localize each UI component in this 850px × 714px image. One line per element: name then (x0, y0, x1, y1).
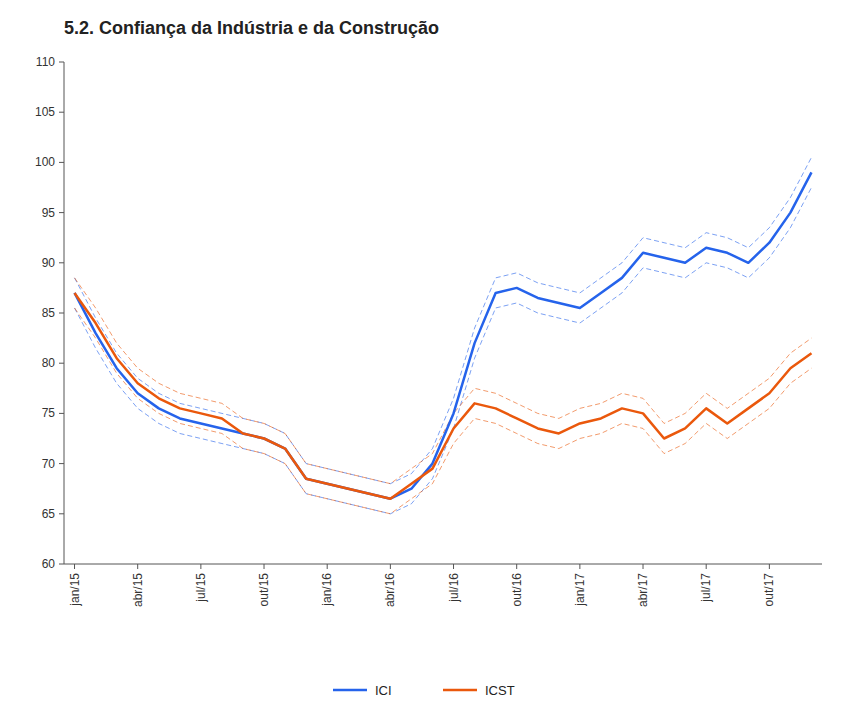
x-tick (200, 564, 201, 569)
y-tick-label: 80 (42, 356, 56, 370)
x-tick (453, 564, 454, 569)
x-tick-label: out/16 (510, 573, 524, 607)
x-tick-label: abr/17 (636, 573, 650, 607)
y-tick (59, 363, 64, 364)
y-tick-label: 60 (42, 557, 56, 571)
y-tick-label: 75 (42, 406, 56, 420)
y-tick (59, 62, 64, 63)
x-axis (64, 564, 822, 565)
x-tick (579, 564, 580, 569)
x-tick-label: jan/15 (68, 573, 82, 607)
x-tick-label: out/15 (257, 573, 271, 607)
y-tick (59, 212, 64, 213)
y-tick (59, 313, 64, 314)
x-tick-label: abr/15 (131, 573, 145, 607)
x-tick (769, 564, 770, 569)
x-tick-label: out/17 (762, 573, 776, 607)
y-tick-label: 105 (35, 105, 55, 119)
y-tick-label: 85 (42, 306, 56, 320)
x-tick (390, 564, 391, 569)
x-tick (137, 564, 138, 569)
chart: 5.2. Confiança da Indústria e da Constru… (0, 0, 850, 714)
y-tick-label: 90 (42, 256, 56, 270)
x-tick-label: jul/16 (447, 573, 461, 603)
legend-swatch (333, 689, 367, 692)
y-tick (59, 513, 64, 514)
x-tick (516, 564, 517, 569)
series-line (75, 293, 812, 499)
x-tick (74, 564, 75, 569)
x-tick-label: abr/16 (383, 573, 397, 607)
y-tick-label: 70 (42, 457, 56, 471)
title: 5.2. Confiança da Indústria e da Constru… (64, 18, 439, 38)
x-tick (706, 564, 707, 569)
x-tick-label: jan/16 (320, 573, 334, 607)
y-axis (64, 62, 65, 564)
legend-label: ICST (485, 683, 515, 698)
y-tick (59, 564, 64, 565)
series-line (75, 172, 812, 498)
band-upper (75, 157, 812, 483)
plot-area (75, 157, 812, 513)
x-tick (643, 564, 644, 569)
x-tick (327, 564, 328, 569)
y-tick-label: 100 (35, 155, 55, 169)
band-lower (75, 188, 812, 514)
x-tick-label: jul/15 (194, 573, 208, 603)
y-tick (59, 463, 64, 464)
legend: ICI ICST (333, 683, 515, 698)
y-tick (59, 162, 64, 163)
x-tick-label: jul/17 (699, 573, 713, 603)
y-tick (59, 112, 64, 113)
y-tick-label: 110 (36, 55, 55, 69)
y-tick (59, 262, 64, 263)
y-tick-label: 95 (42, 206, 56, 220)
band-upper (75, 278, 812, 484)
y-tick (59, 413, 64, 414)
x-tick-label: jan/17 (573, 573, 587, 607)
axes: 60 65 70 75 80 85 90 95 100 105 110 jan/15 abr/15 jul… (35, 55, 822, 607)
legend-label: ICI (375, 683, 392, 698)
x-tick (264, 564, 265, 569)
y-tick-label: 65 (42, 507, 56, 521)
legend-swatch (443, 689, 477, 692)
